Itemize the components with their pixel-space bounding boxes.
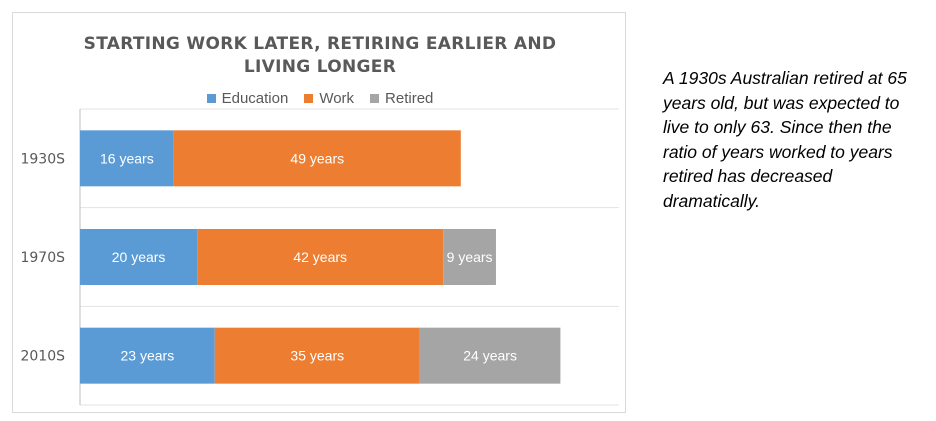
data-label: 24 years xyxy=(463,348,517,364)
chart-area: STARTING WORK LATER, RETIRING EARLIER AN… xyxy=(12,12,626,413)
chart-title-line-1: STARTING WORK LATER, RETIRING EARLIER AN… xyxy=(83,34,557,54)
legend-item-work: Work xyxy=(304,90,354,107)
data-label: 35 years xyxy=(290,348,344,364)
chart-legend: Education Work Retired xyxy=(13,90,627,107)
bar-segment-retired xyxy=(419,327,561,384)
category-label: 1930S xyxy=(20,151,65,167)
data-label: 9 years xyxy=(447,249,493,265)
bar-segment-education xyxy=(80,327,215,384)
legend-item-retired: Retired xyxy=(370,90,433,107)
plot-area: 1930S 16 years 49 years 1970S 20 years 42 yea… xyxy=(20,108,619,406)
legend-label-work: Work xyxy=(319,90,355,107)
bar-segment-education xyxy=(80,229,198,285)
chart-title: STARTING WORK LATER, RETIRING EARLIER AN… xyxy=(13,33,627,79)
chart-title-line-2: LIVING LONGER xyxy=(243,57,397,77)
legend-item-education: Education xyxy=(206,90,289,107)
data-label: 49 years xyxy=(290,150,344,166)
category-label: 2010S xyxy=(20,349,65,365)
legend-swatch-education xyxy=(206,94,216,103)
data-label: 23 years xyxy=(121,348,175,364)
bar-segment-work xyxy=(197,229,444,285)
legend-swatch-retired xyxy=(370,94,380,103)
data-label: 20 years xyxy=(112,249,166,265)
bar-segment-education xyxy=(80,130,174,187)
data-label: 42 years xyxy=(293,249,347,265)
category-label: 1970S xyxy=(20,250,65,266)
bar-segment-work xyxy=(173,130,461,187)
bar-segment-work xyxy=(214,327,420,384)
bar-segment-retired xyxy=(443,229,496,285)
caption-text: A 1930s Australian retired at 65 years o… xyxy=(663,68,907,211)
data-label: 16 years xyxy=(100,150,154,166)
legend-swatch-work xyxy=(304,94,314,103)
legend-label-retired: Retired xyxy=(385,90,434,107)
legend-label-education: Education xyxy=(221,90,289,107)
